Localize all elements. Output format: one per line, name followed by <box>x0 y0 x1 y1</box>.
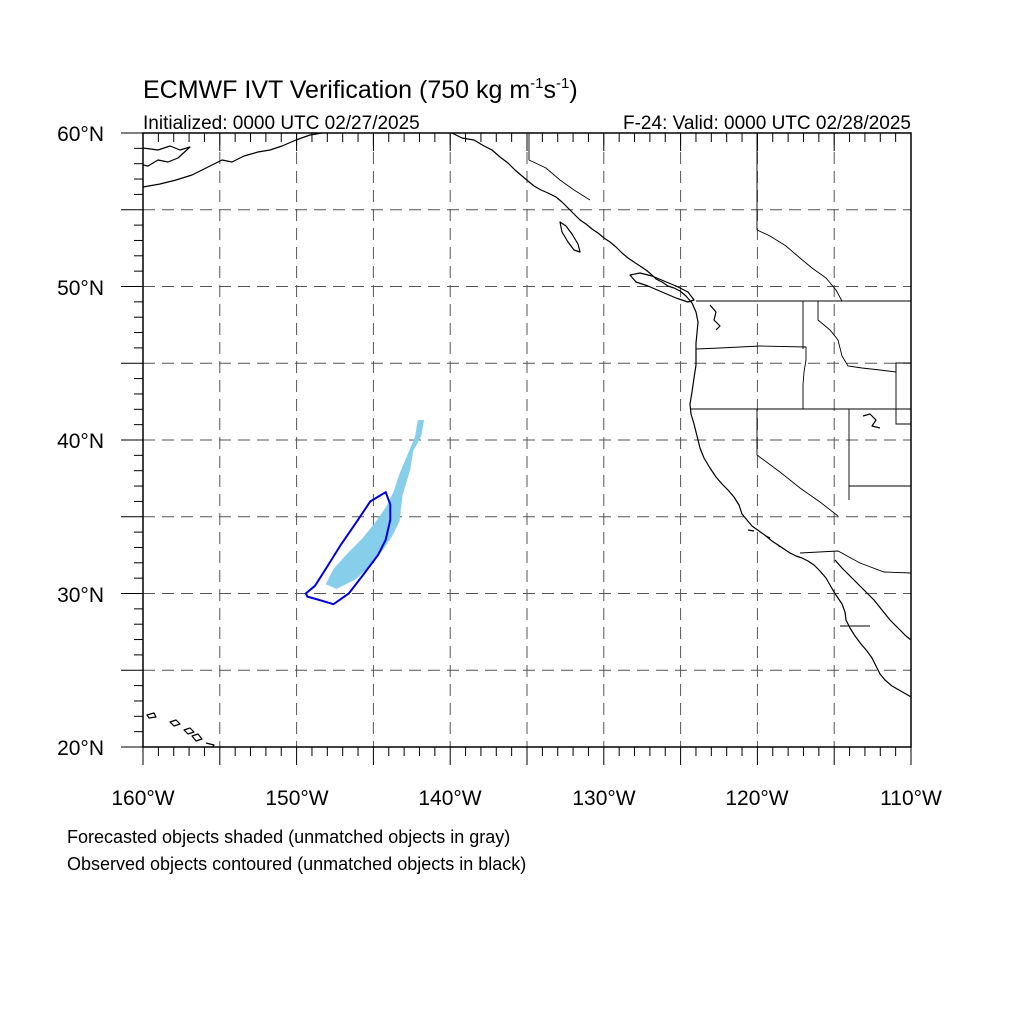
political-borders <box>528 133 911 627</box>
longitude-labels: 160°W 150°W 140°W 130°W 120°W 110°W <box>111 787 942 810</box>
lat-label-60: 60°N <box>57 123 104 146</box>
lat-lon-gridlines <box>143 133 911 747</box>
observed-ivt-contour <box>304 490 392 606</box>
lon-label-150w: 150°W <box>265 787 328 810</box>
lat-label-40: 40°N <box>57 430 104 453</box>
initialized-time: Initialized: 0000 UTC 02/27/2025 <box>143 113 420 134</box>
axis-ticks <box>121 132 912 765</box>
lat-label-50: 50°N <box>57 277 104 300</box>
forecast-ivt-object <box>325 420 425 589</box>
lon-label-140w: 140°W <box>418 787 481 810</box>
lon-label-130w: 130°W <box>572 787 635 810</box>
latitude-labels: 60°N 50°N 40°N 30°N 20°N <box>57 123 104 760</box>
lon-label-110w: 110°W <box>880 787 942 810</box>
valid-time: F-24: Valid: 0000 UTC 02/28/2025 <box>623 113 911 134</box>
lat-label-20: 20°N <box>57 737 104 760</box>
lon-label-160w: 160°W <box>111 787 174 810</box>
map-area <box>143 133 911 747</box>
lon-label-120w: 120°W <box>725 787 788 810</box>
lat-label-30: 30°N <box>57 584 104 607</box>
observed-caption: Observed objects contoured (unmatched ob… <box>67 854 527 874</box>
forecast-caption: Forecasted objects shaded (unmatched obj… <box>67 827 511 847</box>
coastlines <box>143 133 911 747</box>
map-title: ECMWF IVT Verification (750 kg m-1s-1) <box>143 75 578 104</box>
